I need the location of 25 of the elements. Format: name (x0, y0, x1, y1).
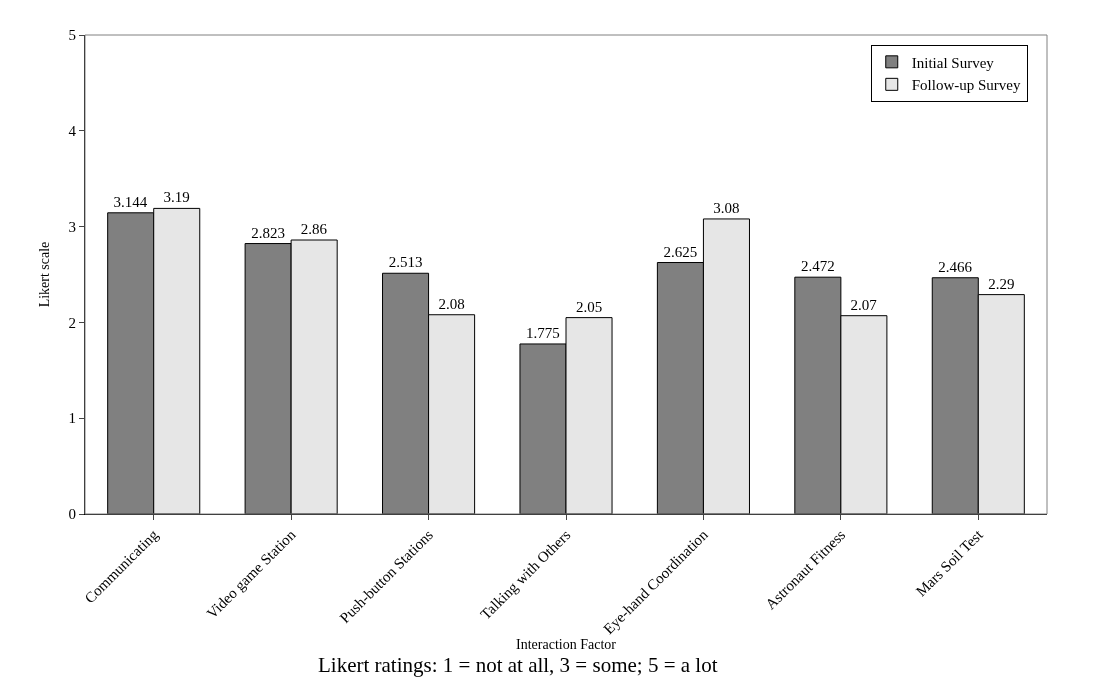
data-label: 3.144 (113, 193, 148, 210)
data-label: 2.07 (850, 296, 878, 313)
data-label: 1.775 (526, 324, 560, 341)
data-label: 3.19 (163, 189, 190, 206)
y-axis-title: Likert scale (37, 241, 53, 308)
data-label: 2.08 (438, 295, 465, 312)
legend-label: Initial Survey (911, 54, 995, 71)
data-label: 2.466 (938, 258, 973, 275)
y-tick-label: 5 (68, 27, 76, 44)
legend-label: Follow-up Survey (911, 77, 1022, 94)
data-label: 2.05 (575, 298, 603, 315)
data-label: 2.472 (800, 258, 835, 275)
y-tick-label: 3 (68, 218, 76, 235)
data-label: 2.625 (663, 243, 698, 260)
x-axis-title: Interaction Factor (516, 637, 617, 653)
y-tick-label: 2 (68, 314, 76, 331)
y-tick-label: 4 (68, 123, 77, 140)
data-label: 2.513 (388, 254, 423, 271)
y-tick-label: 1 (68, 410, 76, 427)
data-label: 2.29 (988, 275, 1015, 292)
y-tick-label: 0 (68, 506, 76, 523)
text: Likert ratings: 1 = not at all, 3 = some; 5 = a lot (318, 653, 718, 677)
data-label: 2.823 (251, 224, 285, 241)
data-label: 3.08 (713, 199, 740, 216)
data-label: 2.86 (300, 221, 328, 238)
